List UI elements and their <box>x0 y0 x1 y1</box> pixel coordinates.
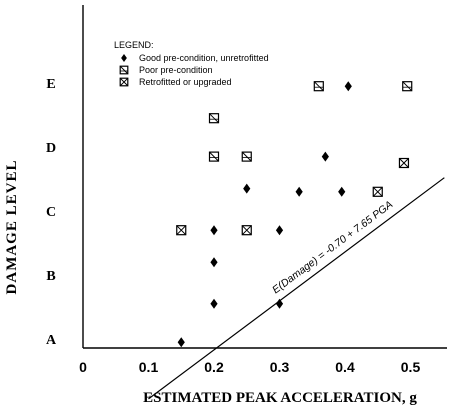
data-point-diamond <box>295 186 303 197</box>
data-point-diamond <box>344 81 352 92</box>
y-axis-label: DAMAGE LEVEL <box>4 160 20 295</box>
axes <box>82 5 447 349</box>
legend-entry-label: Poor pre-condition <box>139 65 213 75</box>
data-point-diamond <box>275 298 284 309</box>
data-point-diamond <box>321 151 329 162</box>
data-points <box>176 81 413 348</box>
fit-equation-label: E(Damage) = -0.70 + 7.65 PGA <box>270 199 395 297</box>
x-tick-label: 0 <box>79 359 87 375</box>
y-tick-label: B <box>46 269 55 284</box>
x-tick-label: 0.2 <box>204 359 224 375</box>
x-tick-label: 0.3 <box>270 359 290 375</box>
data-point-square-cross <box>176 225 187 236</box>
data-point-diamond <box>210 257 218 268</box>
legend-marker-square-cross <box>119 77 129 87</box>
y-tick-label: A <box>46 333 57 348</box>
fit-line <box>148 177 445 400</box>
data-point-diamond <box>243 183 251 194</box>
y-tick-labels: A B C D E <box>46 77 57 348</box>
data-point-square-hatched <box>241 151 252 162</box>
data-point-square-hatched <box>402 81 413 92</box>
data-point-diamond <box>210 298 218 309</box>
x-tick-labels: 0 0.1 0.2 0.3 0.4 0.5 <box>79 359 420 375</box>
x-tick-label: 0.1 <box>139 359 159 375</box>
x-tick-label: 0.5 <box>401 359 421 375</box>
data-point-diamond <box>177 337 185 348</box>
data-point-square-hatched <box>313 81 324 92</box>
data-point-square-cross <box>241 225 252 236</box>
legend-marker-diamond <box>121 54 127 62</box>
legend-marker-square-hatched <box>119 65 129 75</box>
data-point-square-hatched <box>208 151 220 162</box>
data-point-square-cross <box>372 186 383 197</box>
x-tick-label: 0.4 <box>335 359 355 375</box>
data-point-diamond <box>210 225 218 236</box>
legend-title: LEGEND: <box>114 40 154 50</box>
x-axis-label: ESTIMATED PEAK ACCELERATION, g <box>143 390 417 406</box>
data-point-diamond <box>275 225 284 236</box>
y-tick-label: C <box>46 205 56 220</box>
y-tick-label: D <box>46 141 56 156</box>
data-point-diamond <box>338 186 346 197</box>
data-point-square-hatched <box>208 113 220 124</box>
data-point-square-cross <box>398 157 410 169</box>
legend: LEGEND: Good pre-condition, unretrofitted… <box>114 40 269 87</box>
legend-entry-label: Good pre-condition, unretrofitted <box>139 53 269 63</box>
legend-entry-label: Retrofitted or upgraded <box>139 77 232 87</box>
y-tick-label: E <box>46 77 55 92</box>
